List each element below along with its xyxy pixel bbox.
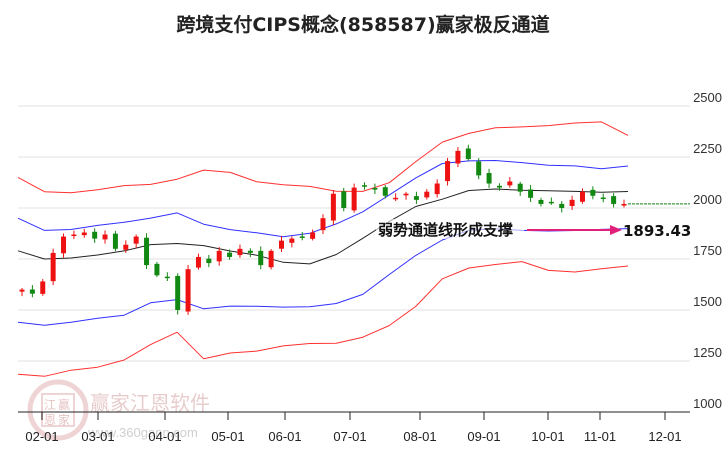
x-tick-label: 11-01 xyxy=(584,429,616,444)
candle-body xyxy=(330,193,336,221)
candle-body xyxy=(81,232,87,236)
candle-body xyxy=(486,173,492,184)
candle-body xyxy=(206,258,212,264)
candle-body xyxy=(247,250,253,253)
candle-body xyxy=(102,234,108,240)
candle-body xyxy=(413,196,419,200)
annotation-text: 弱势通道线形成支撑 xyxy=(378,221,513,239)
candle-body xyxy=(528,189,534,198)
support-annotation: 弱势通道线形成支撑 1893.43 xyxy=(376,219,691,240)
candle-body xyxy=(445,161,451,182)
candle-body xyxy=(278,240,284,249)
chart-title: 跨境支付CIPS概念(858587)赢家极反通道 xyxy=(176,14,550,36)
candle-body xyxy=(424,191,430,198)
candle-body xyxy=(40,281,46,294)
candle-body xyxy=(465,148,471,160)
candle-body xyxy=(611,196,617,204)
candle-body xyxy=(548,201,554,204)
candle-body xyxy=(123,244,129,250)
watermark-url: www.360gann.com xyxy=(87,425,198,440)
candle-body xyxy=(289,238,295,243)
candle-body xyxy=(61,236,67,254)
candle-body xyxy=(341,191,347,208)
y-tick-label: 2500 xyxy=(693,90,722,105)
candle-body xyxy=(310,232,316,239)
x-tick-label: 05-01 xyxy=(211,429,244,444)
candle-body xyxy=(393,197,399,200)
x-tick-label: 03-01 xyxy=(81,429,114,444)
watermark-logo-char: 江 xyxy=(44,398,56,412)
candle-body xyxy=(507,181,513,186)
y-tick-label: 1750 xyxy=(693,243,722,258)
y-tick-label: 1250 xyxy=(693,345,722,360)
watermark-logo-char: 家 xyxy=(58,412,70,427)
candle-body xyxy=(476,161,482,176)
x-tick-label: 10-01 xyxy=(531,429,564,444)
candle-body xyxy=(29,289,35,294)
candle-body xyxy=(185,269,191,312)
candle-body xyxy=(382,187,388,196)
candle-body xyxy=(362,185,368,187)
x-axis-labels: 02-01 03-01 04-01 05-01 06-01 07-01 08-01 09-01… xyxy=(25,412,682,444)
watermark: 江 赢 恩 家 赢家江恩软件 www.360gann.com xyxy=(27,379,210,441)
candle-body xyxy=(195,256,201,268)
candle-body xyxy=(50,252,56,282)
candle-body xyxy=(112,233,118,249)
candle-body xyxy=(538,199,544,204)
x-tick-label: 12-01 xyxy=(648,429,681,444)
y-tick-label: 2000 xyxy=(693,192,722,207)
candle-body xyxy=(579,191,585,202)
candle-body xyxy=(258,250,264,266)
candle-body xyxy=(569,199,575,207)
candle-body xyxy=(434,183,440,195)
candle-body xyxy=(144,237,150,266)
candlesticks xyxy=(19,144,627,315)
channel-lines xyxy=(17,121,629,377)
outer-lower-channel xyxy=(17,261,629,377)
candle-body xyxy=(268,250,274,268)
arrow-head-icon xyxy=(610,225,622,235)
y-tick-label: 2250 xyxy=(693,141,722,156)
x-tick-label: 02-01 xyxy=(25,429,58,444)
x-tick-label: 07-01 xyxy=(333,429,366,444)
candle-body xyxy=(517,183,523,192)
candle-body xyxy=(133,236,139,244)
candle-body xyxy=(227,252,233,257)
candle-body xyxy=(403,193,409,196)
inner-lower-channel xyxy=(17,228,629,326)
y-axis-labels: 1000 1250 1500 1750 2000 2250 2500 xyxy=(693,90,722,411)
watermark-logo-char: 恩 xyxy=(44,413,56,427)
outer-upper-channel xyxy=(17,121,629,194)
x-tick-label: 09-01 xyxy=(467,429,500,444)
candle-body xyxy=(19,289,25,292)
y-tick-label: 1000 xyxy=(693,396,722,411)
watermark-logo-char: 赢 xyxy=(58,397,70,412)
candle-body xyxy=(559,203,565,208)
candle-body xyxy=(590,189,596,196)
candle-body xyxy=(496,185,502,188)
x-tick-label: 08-01 xyxy=(403,429,436,444)
candle-body xyxy=(320,218,326,231)
candle-body xyxy=(154,263,160,276)
candle-body xyxy=(600,197,606,200)
watermark-name: 赢家江恩软件 xyxy=(90,391,210,415)
candle-body xyxy=(216,250,222,262)
candle-body xyxy=(351,187,357,211)
candle-body xyxy=(372,187,378,190)
annotation-value: 1893.43 xyxy=(623,222,691,240)
candle-body xyxy=(237,248,243,256)
candle-body xyxy=(455,150,461,164)
x-tick-label: 04-01 xyxy=(148,429,181,444)
candle-body xyxy=(299,236,305,238)
candle-body xyxy=(621,203,627,206)
middle-line xyxy=(17,188,629,265)
candle-body xyxy=(71,234,77,237)
y-tick-label: 1500 xyxy=(693,294,722,309)
x-tick-label: 06-01 xyxy=(268,429,301,444)
candle-body xyxy=(92,231,98,239)
candle-body xyxy=(175,275,181,310)
candle-body xyxy=(164,276,170,279)
gridlines xyxy=(18,105,690,362)
